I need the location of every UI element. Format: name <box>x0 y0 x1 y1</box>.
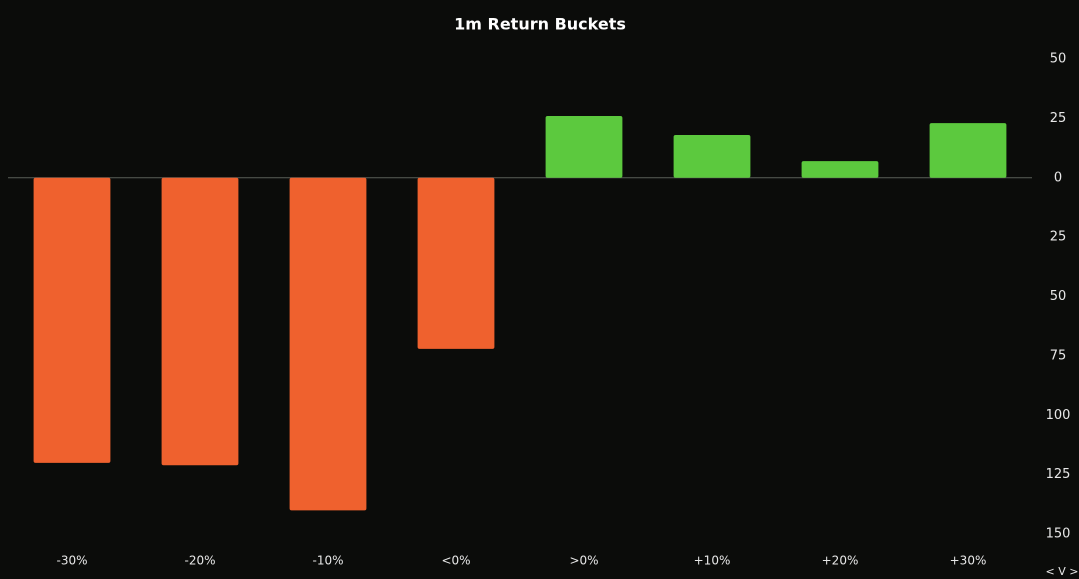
y-tick-label: 150 <box>1046 527 1071 542</box>
bar <box>289 177 367 511</box>
chart-title: 1m Return Buckets <box>454 15 626 34</box>
x-tick-label: +20% <box>822 554 859 568</box>
x-tick-label: +30% <box>950 554 987 568</box>
nav-control[interactable]: < V > <box>1046 565 1079 578</box>
x-tick-label: <0% <box>441 554 470 568</box>
y-tick-label: 25 <box>1050 111 1067 126</box>
y-tick-label: 100 <box>1046 408 1071 423</box>
y-tick-label: 125 <box>1046 467 1071 482</box>
bar <box>545 116 623 178</box>
x-tick-label: -30% <box>56 554 87 568</box>
y-tick-label: 25 <box>1050 230 1067 245</box>
y-tick-label: 0 <box>1054 170 1062 185</box>
y-tick-label: 50 <box>1050 52 1067 67</box>
bar <box>801 161 879 178</box>
bar <box>417 177 495 349</box>
y-tick-label: 75 <box>1050 348 1067 363</box>
bar <box>161 177 239 466</box>
x-tick-label: +10% <box>694 554 731 568</box>
y-tick-label: 50 <box>1050 289 1067 304</box>
x-tick-label: -20% <box>184 554 215 568</box>
bar <box>673 135 751 178</box>
x-tick-label: >0% <box>569 554 598 568</box>
bar <box>33 177 111 463</box>
bar <box>929 123 1007 178</box>
x-tick-label: -10% <box>312 554 343 568</box>
